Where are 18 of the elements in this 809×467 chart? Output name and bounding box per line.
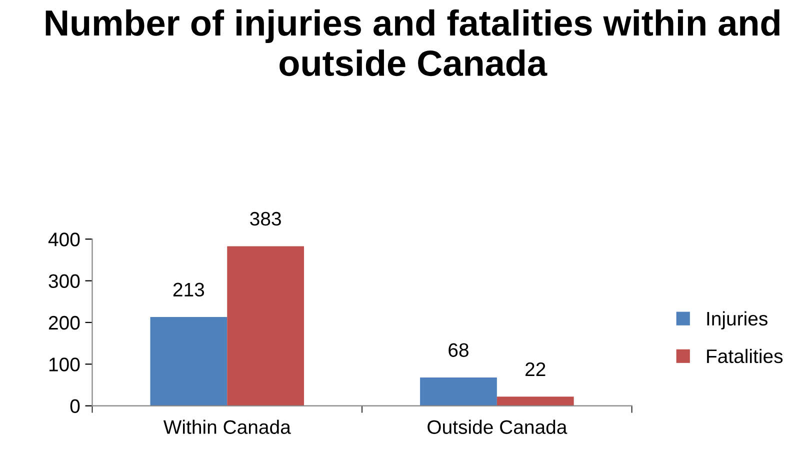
data-label: 22 <box>526 362 546 376</box>
legend-label: Injuries <box>707 311 768 330</box>
legend-label: Fatalities <box>707 348 783 364</box>
y-tick-label: 100 <box>49 358 80 372</box>
bar <box>420 377 497 406</box>
bar <box>150 317 228 406</box>
data-label: 68 <box>448 343 468 357</box>
x-tick-label: Outside Canada <box>428 420 568 434</box>
data-label: 383 <box>250 212 281 226</box>
chart-title: Number of injuries and fatalities within and outside Canada <box>46 9 780 76</box>
x-tick-label: Within Canada <box>163 420 291 434</box>
y-tick-label: 400 <box>48 232 80 246</box>
y-tick-label: 200 <box>48 316 80 330</box>
y-tick-label: 0 <box>70 399 80 414</box>
data-label: 213 <box>173 282 204 297</box>
y-tick-label: 300 <box>48 274 80 288</box>
bar <box>496 396 574 406</box>
bar <box>227 246 304 406</box>
